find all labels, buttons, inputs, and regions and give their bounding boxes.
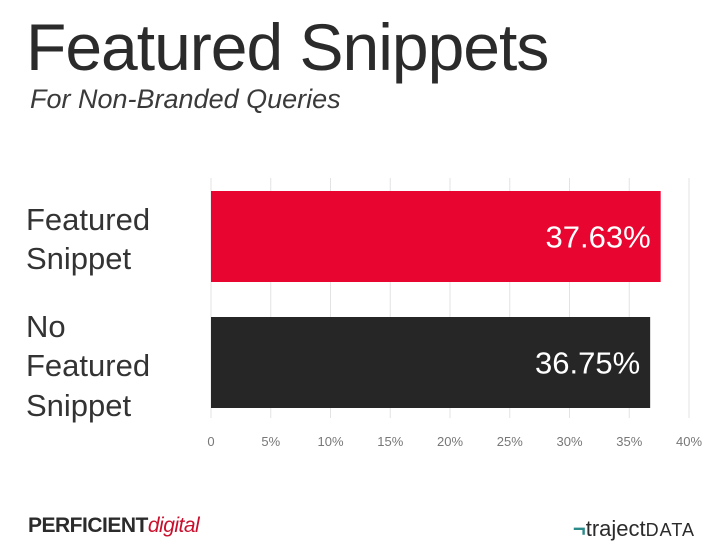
- data-label: 37.63%: [546, 220, 651, 255]
- category-label-line: No: [26, 309, 66, 344]
- chart-title: Featured Snippets: [26, 10, 549, 84]
- x-tick-label: 40%: [676, 434, 702, 449]
- x-tick-label: 0: [207, 434, 214, 449]
- perficient-digital-logo: PERFICIENTdigital: [28, 514, 200, 538]
- category-label-line: Snippet: [26, 387, 132, 423]
- logo-data-text: DATA: [645, 520, 695, 540]
- bar: [211, 317, 651, 408]
- category-label-line: Featured: [26, 202, 151, 237]
- logo-perficient-text: PERFICIENT: [28, 514, 148, 537]
- category-label-line: Featured: [26, 348, 151, 384]
- logo-traject-mark: ¬: [572, 516, 586, 541]
- x-tick-label: 5%: [261, 434, 280, 449]
- chart-subtitle: For Non-Branded Queries: [30, 84, 341, 114]
- x-tick-label: 15%: [377, 434, 403, 449]
- x-tick-label: 10%: [317, 434, 343, 449]
- logo-digital-text: digital: [147, 514, 200, 537]
- logo-traject-text: traject: [585, 516, 646, 541]
- category-label-line: Snippet: [26, 241, 132, 277]
- x-tick-label: 30%: [556, 434, 582, 449]
- category-label: No Featured Snippet: [26, 307, 150, 425]
- x-tick-label: 20%: [437, 434, 463, 449]
- x-tick-label: 25%: [497, 434, 523, 449]
- traject-data-logo: ¬trajectDATA: [573, 516, 695, 542]
- x-tick-label: 35%: [616, 434, 642, 449]
- bar: [211, 191, 661, 282]
- data-label: 36.75%: [535, 346, 640, 381]
- category-label: Featured Snippet: [26, 200, 150, 279]
